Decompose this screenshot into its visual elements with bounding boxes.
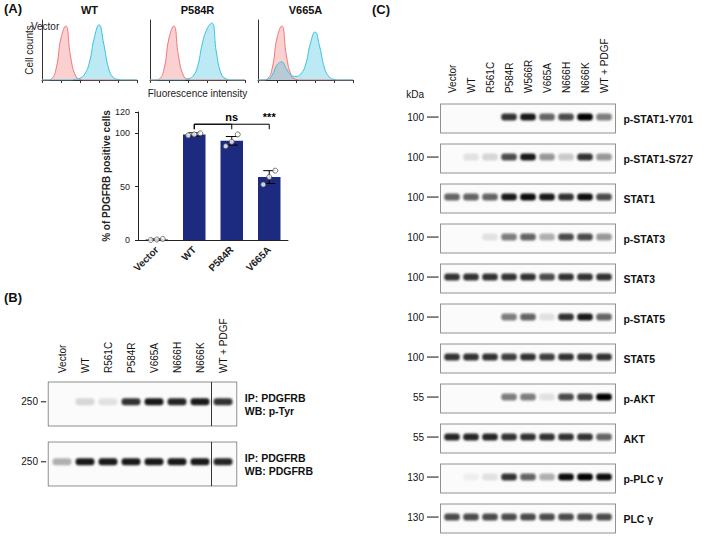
- svg-text:N666H: N666H: [561, 62, 572, 93]
- svg-text:100: 100: [407, 112, 424, 123]
- svg-text:P584R: P584R: [206, 244, 235, 273]
- svg-text:WT + PDGF: WT + PDGF: [599, 38, 610, 93]
- svg-text:p-STAT5: p-STAT5: [623, 313, 665, 325]
- svg-text:STAT3: STAT3: [623, 273, 655, 285]
- svg-text:P584R: P584R: [504, 62, 515, 93]
- svg-text:(B): (B): [4, 290, 22, 305]
- svg-text:100: 100: [407, 312, 424, 323]
- svg-text:0: 0: [125, 235, 130, 245]
- svg-text:N666K: N666K: [580, 62, 591, 93]
- svg-text:V665A: V665A: [542, 63, 553, 93]
- svg-text:***: ***: [263, 111, 277, 123]
- svg-text:W566R: W566R: [523, 60, 534, 93]
- svg-text:WT: WT: [80, 357, 91, 373]
- svg-text:55: 55: [413, 432, 425, 443]
- svg-text:250: 250: [21, 396, 38, 407]
- svg-text:R561C: R561C: [103, 342, 114, 373]
- svg-text:Cell counts: Cell counts: [24, 25, 35, 74]
- svg-text:130: 130: [407, 472, 424, 483]
- svg-text:55: 55: [413, 392, 425, 403]
- svg-text:WB: p-Tyr: WB: p-Tyr: [245, 405, 294, 417]
- svg-text:% of PDGFRB positive cells: % of PDGFRB positive cells: [101, 110, 112, 242]
- svg-text:N666K: N666K: [195, 342, 206, 373]
- svg-text:120: 120: [115, 107, 130, 117]
- svg-text:100: 100: [407, 192, 424, 203]
- svg-text:100: 100: [115, 128, 130, 138]
- svg-text:AKT: AKT: [623, 433, 645, 445]
- svg-text:p-STAT1-S727: p-STAT1-S727: [623, 153, 693, 165]
- svg-text:Vector: Vector: [31, 21, 60, 32]
- svg-text:V665A: V665A: [289, 4, 323, 16]
- svg-text:WT: WT: [179, 244, 198, 263]
- svg-text:V665A: V665A: [244, 244, 273, 273]
- svg-text:130: 130: [407, 512, 424, 523]
- svg-text:WT: WT: [81, 4, 98, 16]
- svg-text:Vector: Vector: [131, 244, 160, 273]
- svg-text:50: 50: [120, 182, 130, 192]
- svg-text:V665A: V665A: [149, 343, 160, 373]
- svg-text:Vector: Vector: [57, 344, 68, 373]
- svg-text:(A): (A): [4, 1, 22, 16]
- svg-text:WB: PDGFRB: WB: PDGFRB: [245, 465, 314, 477]
- svg-text:PLC γ: PLC γ: [623, 513, 653, 525]
- svg-text:WT + PDGF: WT + PDGF: [218, 318, 229, 373]
- svg-text:Fluorescence intensity: Fluorescence intensity: [148, 88, 248, 99]
- svg-text:P584R: P584R: [126, 342, 137, 373]
- svg-text:STAT5: STAT5: [623, 353, 655, 365]
- svg-text:100: 100: [407, 272, 424, 283]
- svg-text:ns: ns: [225, 111, 238, 123]
- svg-text:p-PLC γ: p-PLC γ: [623, 473, 663, 485]
- svg-text:100: 100: [407, 152, 424, 163]
- svg-text:p-STAT3: p-STAT3: [623, 233, 665, 245]
- svg-text:IP: PDGFRB: IP: PDGFRB: [245, 452, 306, 464]
- svg-text:(C): (C): [372, 2, 390, 17]
- svg-text:100: 100: [407, 232, 424, 243]
- svg-text:IP: PDGFRB: IP: PDGFRB: [245, 392, 306, 404]
- svg-text:P584R: P584R: [181, 4, 215, 16]
- svg-text:STAT1: STAT1: [623, 193, 655, 205]
- svg-text:WT: WT: [466, 77, 477, 93]
- svg-text:N666H: N666H: [172, 342, 183, 373]
- svg-text:p-STAT1-Y701: p-STAT1-Y701: [623, 113, 693, 125]
- svg-text:100: 100: [407, 352, 424, 363]
- svg-text:Vector: Vector: [447, 64, 458, 93]
- svg-text:kDa: kDa: [406, 89, 424, 100]
- svg-text:p-AKT: p-AKT: [623, 393, 655, 405]
- svg-text:R561C: R561C: [485, 62, 496, 93]
- svg-text:250: 250: [21, 456, 38, 467]
